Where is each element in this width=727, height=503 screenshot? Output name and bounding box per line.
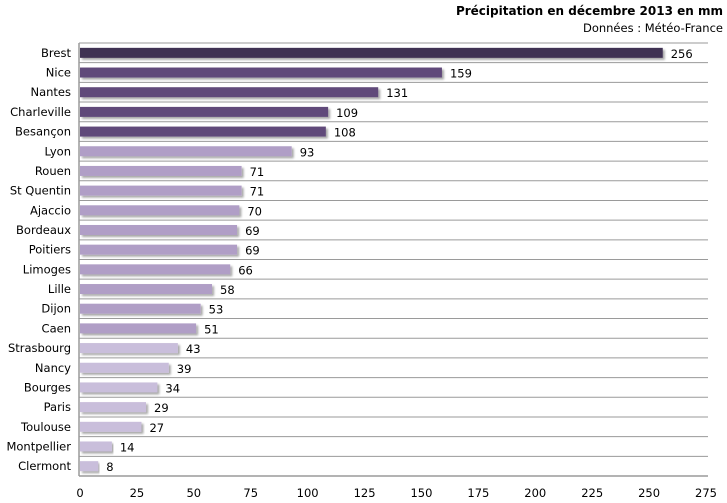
x-tick-label: 25 <box>130 486 145 500</box>
bar-Bordeaux <box>80 224 238 235</box>
bar-Toulouse <box>80 421 142 432</box>
data-label: 8 <box>106 460 113 474</box>
category-label: Rouen <box>35 164 71 178</box>
category-label: Limoges <box>23 262 71 276</box>
category-label: Nantes <box>30 85 71 99</box>
bar-Lyon <box>80 146 292 157</box>
data-label: 53 <box>209 303 224 317</box>
bar-Nantes <box>80 87 379 98</box>
bar-Ajaccio <box>80 205 240 216</box>
data-label: 71 <box>250 165 265 179</box>
data-label: 131 <box>386 86 408 100</box>
bar-Poitiers <box>80 244 238 255</box>
x-tick-label: 125 <box>354 486 376 500</box>
category-label: Besançon <box>15 125 71 139</box>
bar-Montpellier <box>80 441 112 452</box>
x-tick-label: 250 <box>638 486 660 500</box>
data-label: 159 <box>450 67 472 81</box>
bar-Lille <box>80 284 213 295</box>
data-label: 71 <box>250 185 265 199</box>
bar-St Quentin <box>80 185 242 196</box>
bar-Nancy <box>80 362 169 373</box>
category-label: Ajaccio <box>30 203 71 217</box>
category-label: Lille <box>48 282 71 296</box>
data-label: 66 <box>238 263 253 277</box>
bar-Brest <box>80 47 663 58</box>
bar-Nice <box>80 67 442 78</box>
category-label: Paris <box>44 400 71 414</box>
category-label: Clermont <box>18 459 71 473</box>
data-label: 93 <box>300 145 315 159</box>
category-label: Nice <box>46 66 71 80</box>
data-label: 29 <box>154 401 169 415</box>
bar-Strasbourg <box>80 343 178 354</box>
x-tick-label: 50 <box>186 486 201 500</box>
data-label: 109 <box>336 106 358 120</box>
data-label: 69 <box>245 244 260 258</box>
data-label: 108 <box>334 126 356 140</box>
data-label: 39 <box>177 362 192 376</box>
data-label: 51 <box>204 322 219 336</box>
bar-Clermont <box>80 461 99 472</box>
chart-title: Précipitation en décembre 2013 en mm <box>455 4 723 18</box>
category-label: Brest <box>41 46 71 60</box>
data-label: 58 <box>220 283 235 297</box>
bar-Bourges <box>80 382 158 393</box>
data-label: 43 <box>186 342 201 356</box>
chart-subtitle: Données : Météo-France <box>582 21 723 35</box>
bar-Caen <box>80 323 197 334</box>
x-tick-label: 0 <box>76 486 83 500</box>
bar-Charleville <box>80 106 329 117</box>
data-label: 70 <box>247 204 262 218</box>
category-label: Bourges <box>24 380 71 394</box>
data-label: 27 <box>149 421 164 435</box>
category-label: Poitiers <box>29 243 71 257</box>
bar-Dijon <box>80 303 201 314</box>
data-label: 69 <box>245 224 260 238</box>
x-tick-label: 75 <box>243 486 258 500</box>
bar-Besançon <box>80 126 326 137</box>
category-label: Montpellier <box>6 439 71 453</box>
category-label: Strasbourg <box>8 341 71 355</box>
x-tick-label: 275 <box>695 486 717 500</box>
category-label: St Quentin <box>10 184 71 198</box>
category-label: Nancy <box>35 361 71 375</box>
data-label: 256 <box>671 47 693 61</box>
data-label: 14 <box>120 440 135 454</box>
category-label: Dijon <box>41 302 71 316</box>
x-tick-label: 225 <box>581 486 603 500</box>
category-label: Toulouse <box>20 420 71 434</box>
x-tick-label: 100 <box>297 486 319 500</box>
x-tick-label: 175 <box>467 486 489 500</box>
bar-Paris <box>80 402 147 413</box>
x-tick-label: 150 <box>410 486 432 500</box>
bar-Limoges <box>80 264 231 275</box>
category-label: Charleville <box>10 105 71 119</box>
bar-Rouen <box>80 165 242 176</box>
data-label: 34 <box>165 381 180 395</box>
category-label: Bordeaux <box>16 223 71 237</box>
category-label: Lyon <box>45 144 71 158</box>
category-label: Caen <box>42 321 71 335</box>
x-tick-label: 200 <box>524 486 546 500</box>
